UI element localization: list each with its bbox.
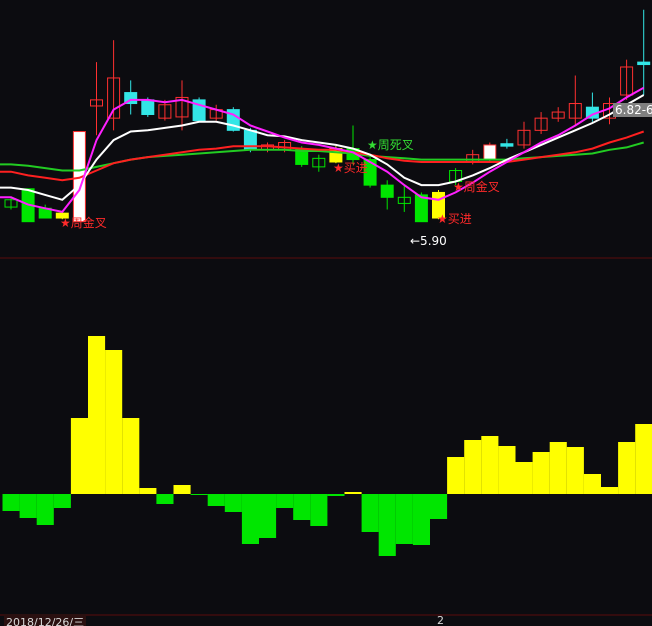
indicator-bar [293, 494, 311, 520]
indicator-bar [19, 494, 37, 518]
indicator-bar [498, 446, 516, 494]
candles-layer [4, 9, 651, 223]
indicator-bar [566, 447, 584, 494]
indicator-bar [2, 494, 20, 511]
indicator-bar [395, 494, 413, 544]
candle [346, 125, 360, 165]
indicator-bar [378, 494, 396, 556]
indicator-bar [515, 462, 533, 494]
candle-body [55, 212, 69, 219]
candle [551, 107, 565, 122]
candle [158, 99, 172, 121]
indicator-bar [156, 494, 174, 504]
indicator-bar [310, 494, 328, 526]
candle-body [534, 117, 548, 131]
indicator-bar [635, 424, 652, 494]
candle [397, 185, 411, 212]
candle-body [397, 196, 411, 204]
death-cross-label: ★周死叉 [367, 138, 414, 152]
indicator-bar [361, 494, 379, 532]
candle [620, 59, 634, 100]
ma-line-red [0, 130, 645, 182]
candle-body [500, 143, 514, 147]
candle [312, 154, 326, 172]
indicator-bar [122, 418, 140, 494]
buy-label-2: ★买进 [437, 212, 472, 226]
ma-line-magenta [0, 86, 645, 214]
candle [637, 9, 651, 96]
candle-body [4, 199, 18, 208]
footer-number: 2 [437, 614, 444, 626]
candle [90, 62, 103, 136]
indicator-bar [412, 494, 430, 545]
indicator-bar [241, 494, 259, 544]
indicator-bar [70, 418, 88, 494]
candle-body [107, 77, 121, 119]
indicator-bar [583, 474, 601, 494]
candle [55, 211, 69, 220]
candle-body [90, 99, 103, 107]
candle [500, 138, 514, 149]
buy-label: ★买进 [333, 161, 368, 175]
candle-body [124, 92, 138, 105]
price-range-tag: 6.82-6 [613, 103, 652, 117]
indicator-bar [344, 492, 362, 494]
date-label: 2018/12/26/三 [4, 614, 87, 626]
indicator-bar [532, 452, 550, 494]
candle [209, 104, 223, 121]
indicator-bar [53, 494, 71, 508]
indicator-bar [105, 350, 123, 494]
indicator-bar [549, 442, 567, 494]
candle [534, 112, 548, 134]
candle [192, 97, 206, 122]
candle [568, 75, 582, 126]
indicator-bar [481, 436, 499, 494]
candle-body [380, 184, 394, 198]
indicator-bar [430, 494, 448, 519]
indicator-bar [618, 442, 636, 494]
golden-cross-label-2: ★周金叉 [453, 180, 500, 194]
candle-body [620, 66, 634, 96]
candle-body [312, 157, 326, 168]
indicator-bar [276, 494, 294, 508]
candle-body [568, 103, 582, 119]
candle-body [158, 104, 172, 119]
candle [380, 180, 394, 210]
candle-body [175, 96, 189, 118]
indicator-bar [36, 494, 54, 525]
indicator-bar [190, 494, 208, 495]
indicator-bar [207, 494, 225, 506]
candle-body [363, 159, 377, 186]
golden-cross-label: ★周金叉 [60, 216, 107, 230]
indicator-bar [464, 440, 482, 494]
indicator-bar [601, 487, 619, 494]
indicator-bars [2, 336, 652, 556]
indicator-bar [259, 494, 277, 538]
indicator-bar [139, 488, 157, 494]
indicator-bar [173, 485, 191, 494]
low-price-marker: ←5.90 [410, 234, 447, 248]
indicator-bar [224, 494, 242, 512]
ma-line-white [0, 94, 645, 201]
candle-body [483, 144, 497, 161]
candle-body [517, 129, 531, 146]
candle [175, 80, 189, 131]
candle [107, 40, 121, 131]
indicator-bar [447, 457, 465, 494]
candle [124, 80, 138, 115]
moving-average-lines [0, 86, 645, 214]
candle-body [141, 99, 155, 115]
indicator-bar [327, 494, 345, 496]
candle [517, 121, 531, 149]
candle [226, 107, 240, 132]
candle-body [551, 111, 565, 119]
indicator-bar [88, 336, 106, 494]
candle [4, 197, 18, 210]
candle-body [414, 194, 428, 223]
candle-body [637, 61, 651, 66]
